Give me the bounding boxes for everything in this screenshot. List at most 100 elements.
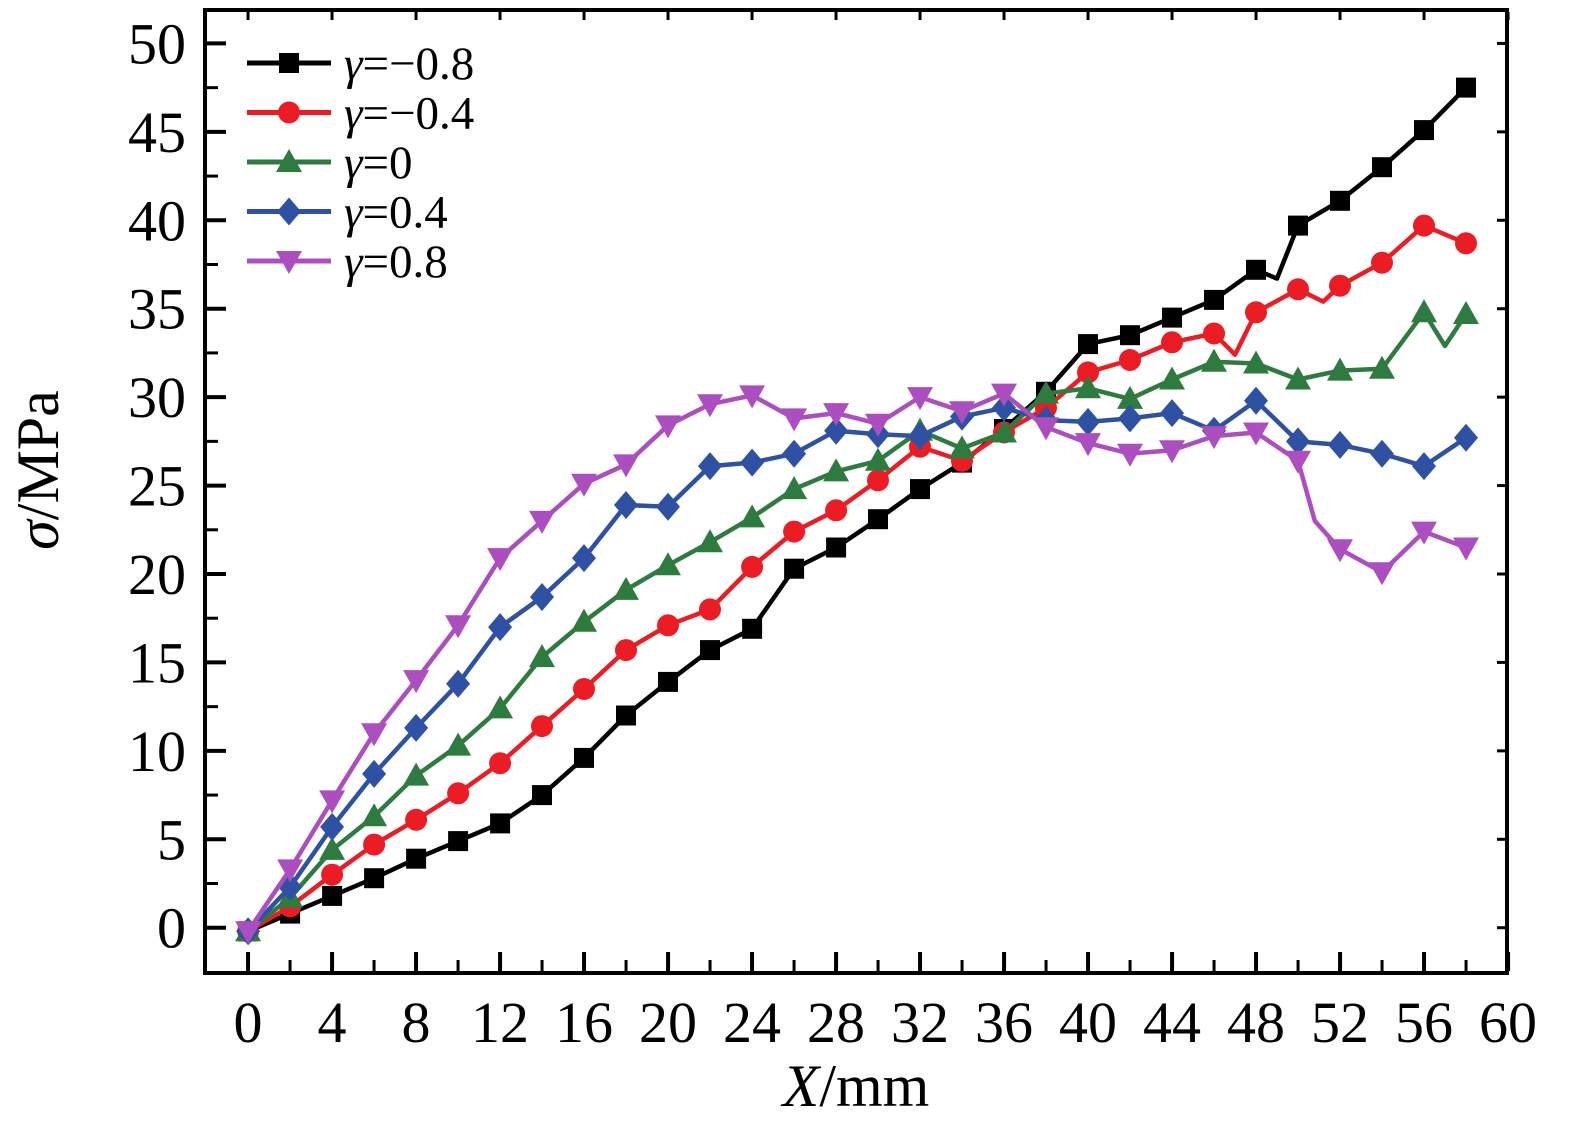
- y-tick-label: 25: [128, 454, 186, 519]
- data-point: [615, 639, 637, 662]
- data-point: [1285, 366, 1311, 390]
- legend-label: γ=−0.8: [344, 38, 474, 90]
- y-tick-label: 30: [128, 365, 186, 430]
- data-point: [276, 251, 302, 274]
- data-point: [698, 452, 722, 481]
- data-point: [1372, 157, 1392, 178]
- data-point: [403, 762, 430, 786]
- x-tick-label: 16: [555, 990, 613, 1055]
- data-point: [907, 387, 933, 411]
- data-point: [1077, 361, 1099, 384]
- data-point: [1453, 301, 1479, 324]
- y-tick-label: 45: [128, 100, 186, 165]
- data-point: [320, 812, 345, 841]
- data-point: [697, 529, 723, 553]
- data-point: [1455, 232, 1477, 255]
- data-point: [406, 848, 427, 869]
- x-tick-label: 44: [1143, 990, 1201, 1055]
- y-axis: 0 5 10 15 20 25 30 35 40 45 50: [128, 11, 1505, 961]
- data-point: [700, 640, 720, 661]
- data-point: [404, 713, 429, 742]
- x-tick-label: 28: [807, 990, 865, 1055]
- data-point: [1244, 386, 1268, 415]
- data-point: [1075, 433, 1101, 457]
- data-point: [867, 469, 889, 492]
- data-point: [490, 813, 511, 834]
- data-point: [1454, 423, 1478, 452]
- data-point: [740, 448, 765, 477]
- data-point: [1329, 274, 1351, 297]
- y-tick-label: 0: [157, 896, 186, 961]
- data-point: [616, 705, 636, 726]
- data-point: [823, 458, 850, 482]
- data-point: [362, 759, 387, 788]
- data-point: [572, 544, 596, 573]
- data-point: [278, 101, 300, 124]
- x-tick-label: 40: [1059, 990, 1117, 1055]
- legend-label: γ=0.4: [344, 187, 448, 239]
- data-point: [530, 583, 554, 611]
- data-point: [949, 435, 975, 459]
- legend: γ=−0.8γ=−0.4γ=0γ=0.4γ=0.8: [247, 38, 474, 288]
- data-point: [1328, 430, 1352, 459]
- data-point: [655, 552, 681, 576]
- data-point: [1161, 331, 1183, 354]
- data-point: [1160, 399, 1184, 428]
- data-point: [1330, 190, 1350, 211]
- data-point: [824, 416, 849, 445]
- data-point: [277, 859, 304, 883]
- data-point: [657, 614, 679, 637]
- data-point: [784, 558, 805, 579]
- data-point: [781, 408, 808, 432]
- series-gamma-neg-0.8: [238, 77, 1476, 942]
- data-point: [277, 197, 301, 226]
- data-point: [445, 615, 472, 639]
- data-point: [1414, 120, 1434, 141]
- data-point: [908, 422, 932, 451]
- data-point: [1287, 278, 1309, 301]
- legend-item-gamma-neg-0.8: γ=−0.8: [247, 38, 474, 90]
- x-tick-label: 56: [1395, 990, 1453, 1055]
- data-point: [1162, 307, 1182, 328]
- data-point: [865, 447, 891, 471]
- x-axis: 0 4 8 12 16 20 24 28 32 36 40 44 48 52 56 60: [234, 12, 1537, 1055]
- data-point: [1201, 426, 1227, 450]
- data-point: [529, 510, 555, 534]
- data-point: [1370, 439, 1394, 468]
- data-point: [782, 439, 807, 468]
- data-point: [405, 808, 428, 831]
- x-tick-label: 52: [1311, 990, 1369, 1055]
- data-point: [1078, 334, 1098, 355]
- data-point: [321, 863, 344, 886]
- data-point: [1159, 440, 1185, 464]
- data-point: [487, 695, 514, 719]
- data-point: [1203, 322, 1225, 345]
- data-point: [448, 831, 469, 852]
- legend-item-gamma-0.8: γ=0.8: [247, 236, 448, 288]
- data-point: [1033, 380, 1059, 404]
- data-point: [1412, 452, 1436, 481]
- data-point: [1371, 251, 1393, 274]
- y-tick-label: 35: [128, 277, 186, 342]
- data-point: [1369, 355, 1395, 379]
- x-tick-label: 36: [975, 990, 1033, 1055]
- data-point: [447, 782, 470, 805]
- data-point: [991, 383, 1017, 407]
- series-gamma-0.8: [235, 383, 1479, 945]
- data-point: [446, 669, 471, 698]
- series-gamma-0: [235, 299, 1479, 942]
- data-point: [697, 394, 723, 418]
- data-point: [783, 520, 806, 543]
- data-point: [613, 576, 639, 600]
- data-point: [361, 723, 388, 747]
- legend-label: γ=−0.4: [344, 88, 474, 140]
- data-point: [574, 747, 594, 768]
- data-point: [279, 53, 299, 73]
- data-point: [488, 613, 513, 642]
- x-tick-label: 48: [1227, 990, 1285, 1055]
- data-point: [363, 833, 386, 856]
- data-point: [949, 401, 975, 425]
- data-point: [403, 670, 430, 694]
- data-point: [322, 885, 343, 906]
